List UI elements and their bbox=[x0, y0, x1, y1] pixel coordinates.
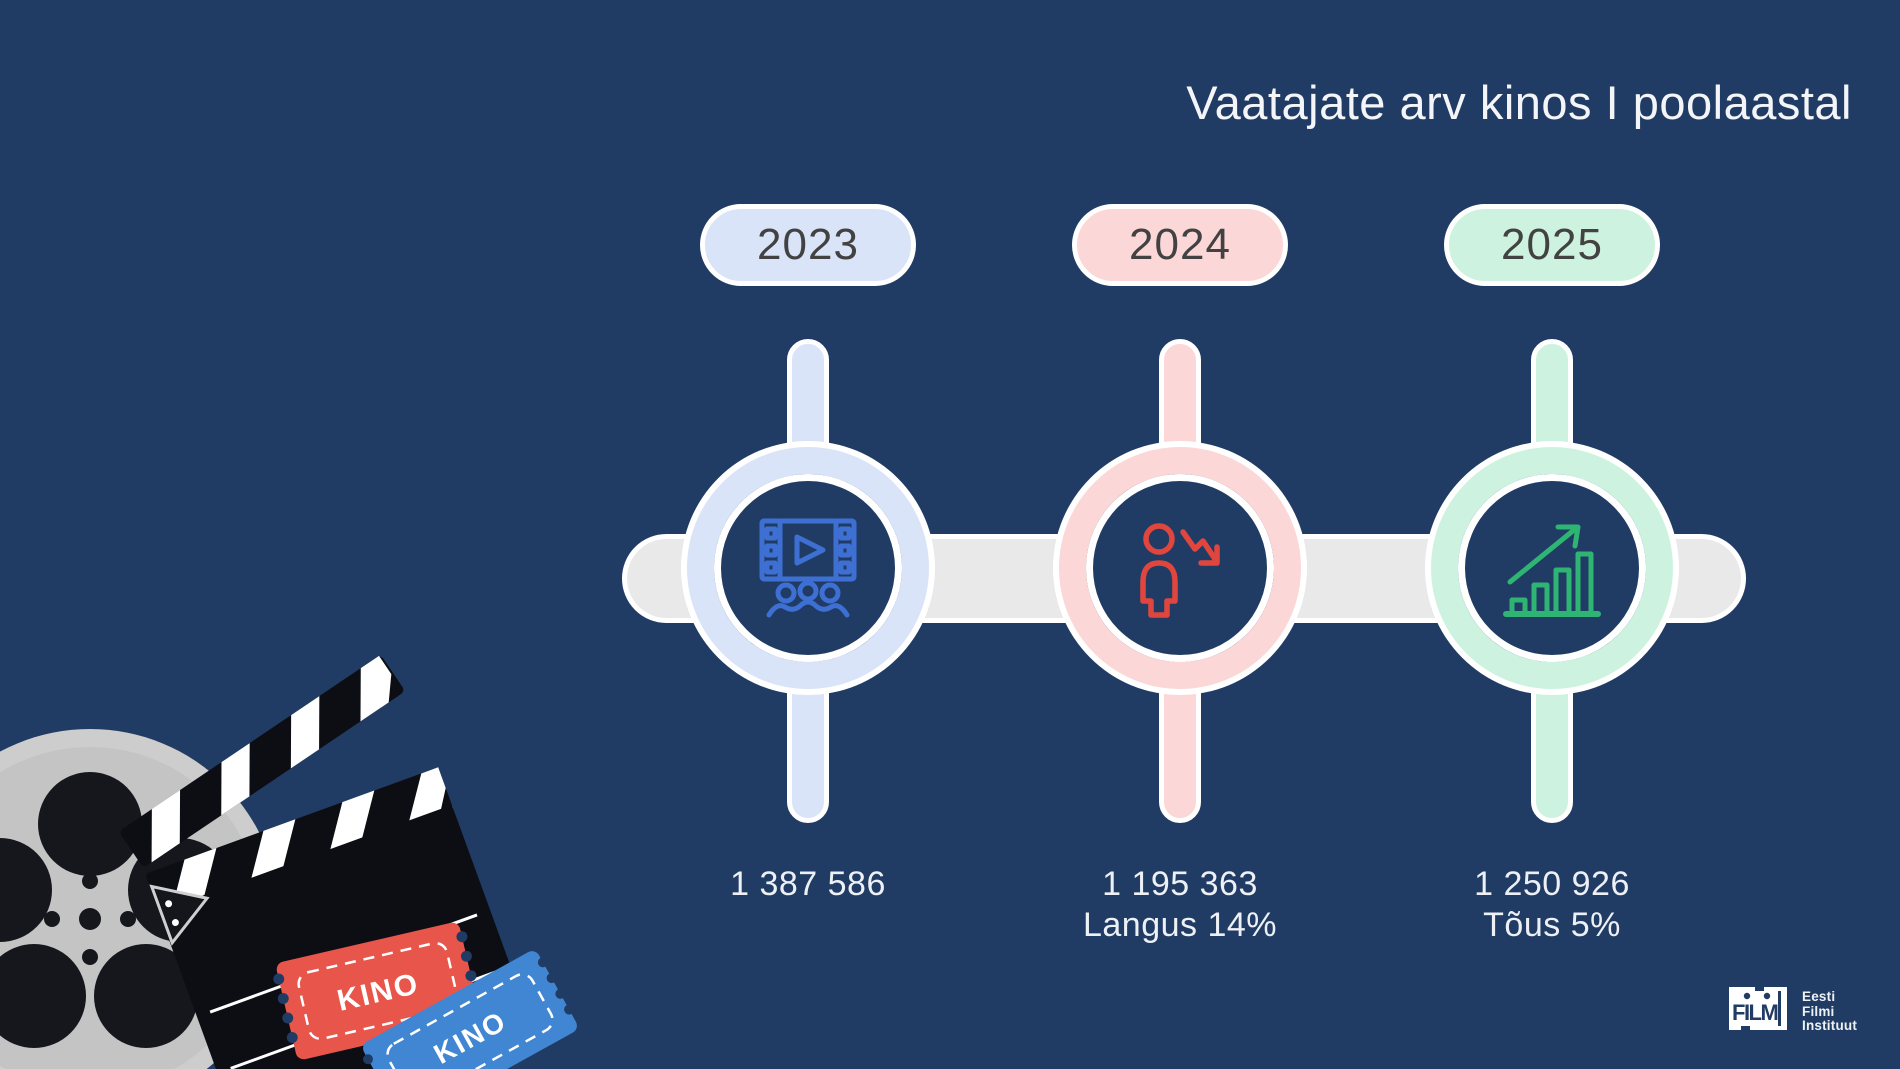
node-stats: 1 387 586 bbox=[681, 864, 935, 905]
efi-logo-text: FILM bbox=[1732, 1000, 1777, 1025]
change-label: Tõus 5% bbox=[1483, 906, 1621, 944]
timeline-marker-circle bbox=[687, 447, 929, 689]
logo-line: Instituut bbox=[1802, 1018, 1858, 1034]
logo-line: Eesti bbox=[1802, 989, 1836, 1004]
logo-line: Filmi bbox=[1802, 1003, 1835, 1019]
efi-logo-mark: FILM bbox=[1729, 987, 1787, 1030]
logo-caption: Eesti Filmi Instituut bbox=[1802, 987, 1857, 1034]
timeline-marker-circle bbox=[1059, 447, 1301, 689]
film-audience-icon bbox=[759, 518, 857, 618]
page-title: Vaatajate arv kinos I poolaastal bbox=[1186, 76, 1852, 130]
viewer-count: 1 195 363 bbox=[1102, 865, 1258, 903]
growth-chart-icon bbox=[1503, 524, 1601, 617]
node-stats: 1 195 363 Langus 14% bbox=[1053, 864, 1307, 946]
change-label: Langus 14% bbox=[1082, 906, 1278, 944]
viewer-count: 1 387 586 bbox=[730, 865, 886, 903]
viewer-decline-icon bbox=[1140, 523, 1220, 618]
year-pill-2025: 2025 bbox=[1444, 204, 1660, 286]
cinema-ticket-blue-icon: KINO bbox=[362, 951, 577, 1069]
year-label: 2024 bbox=[1129, 220, 1231, 269]
node-stats: 1 250 926 Tõus 5% bbox=[1425, 864, 1679, 946]
year-label: 2023 bbox=[757, 220, 859, 269]
footer-logo: FILM Eesti Filmi Instituut bbox=[1729, 987, 1857, 1034]
timeline-marker-circle bbox=[1431, 447, 1673, 689]
year-label: 2025 bbox=[1501, 220, 1603, 269]
viewer-count: 1 250 926 bbox=[1474, 865, 1630, 903]
year-pill-2024: 2024 bbox=[1072, 204, 1288, 286]
year-pill-2023: 2023 bbox=[700, 204, 916, 286]
decorative-illustration: KINO KINO bbox=[0, 655, 577, 1069]
